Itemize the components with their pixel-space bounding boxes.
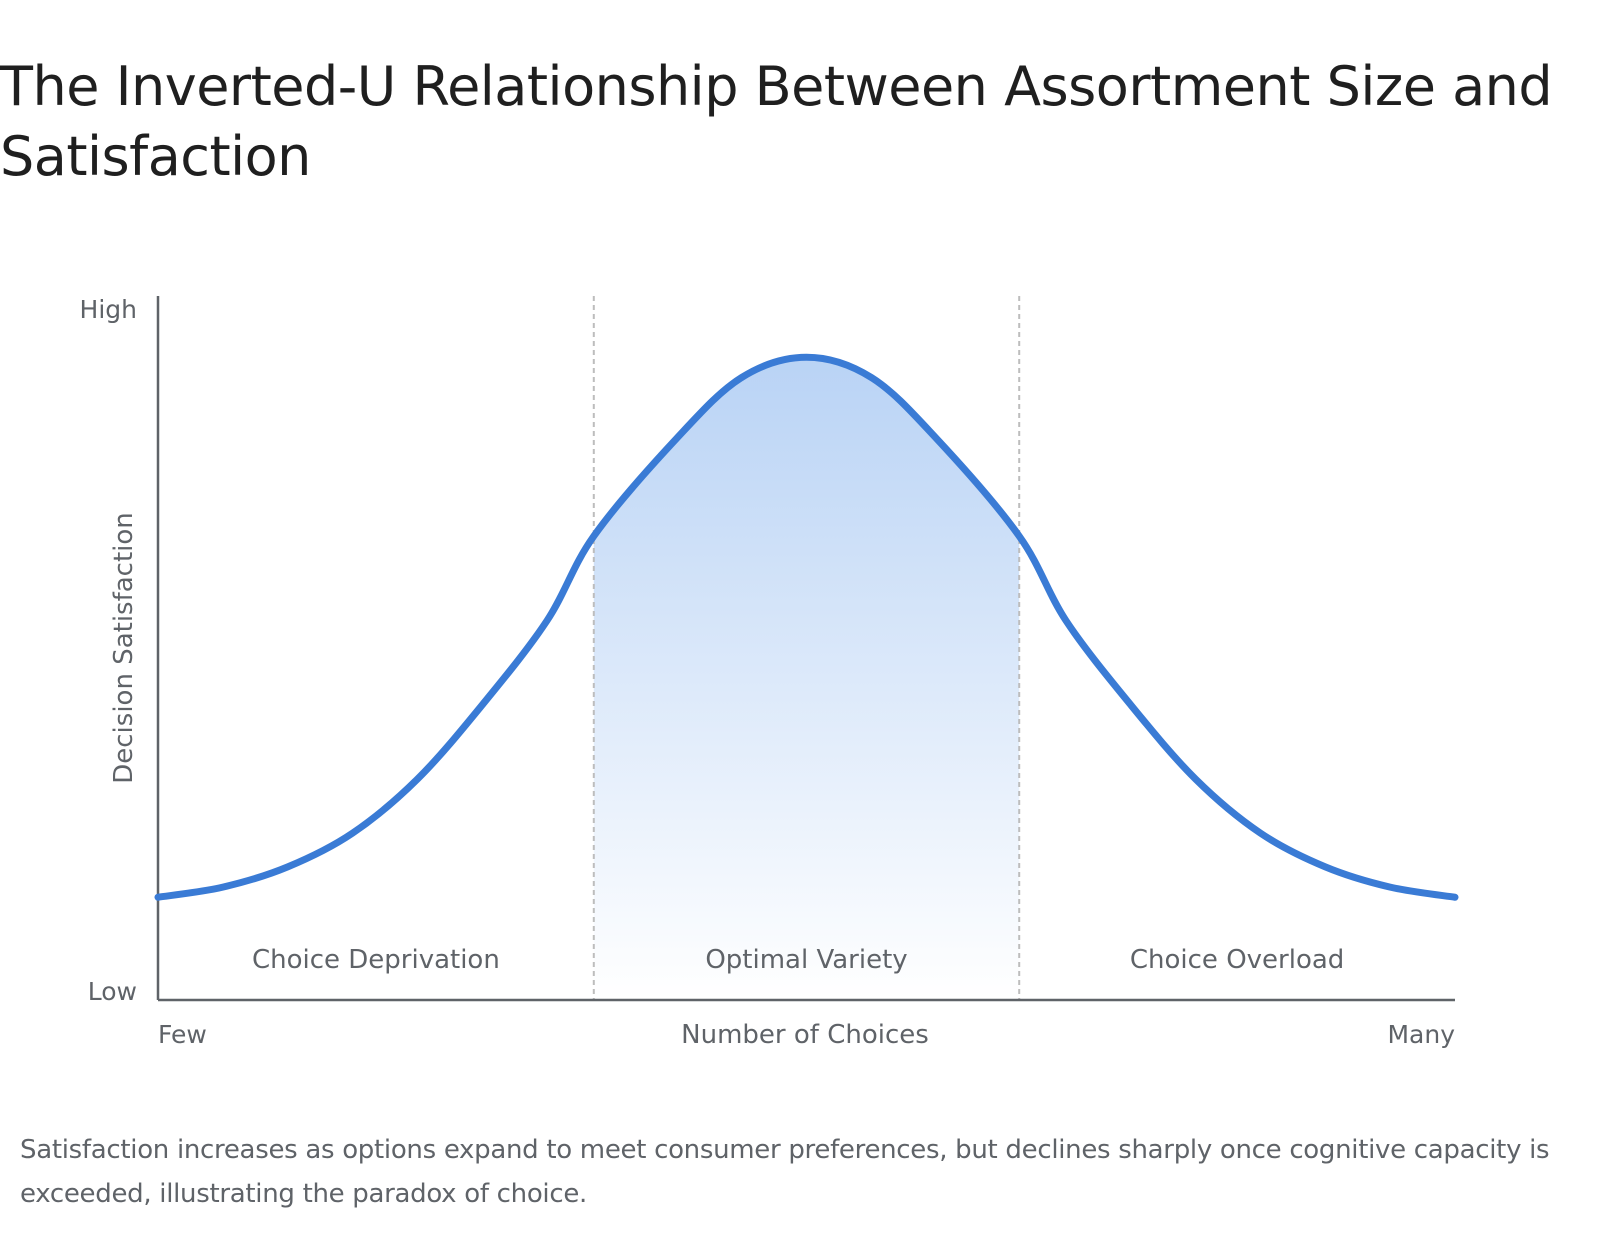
y-tick-label-high: High (80, 295, 137, 324)
region-label-choice-overload: Choice Overload (1130, 945, 1344, 975)
page-title: The Inverted-U Relationship Between Asso… (0, 55, 1553, 188)
y-tick-label-low: Low (88, 977, 137, 1006)
region-label-optimal-variety: Optimal Variety (705, 945, 907, 975)
x-tick-label-many: Many (1387, 1020, 1455, 1049)
optimal-variety-area (593, 357, 1020, 1000)
figure-caption: Satisfaction increases as options expand… (20, 1135, 1550, 1209)
x-tick-label-few: Few (158, 1020, 207, 1049)
region-label-choice-deprivation: Choice Deprivation (252, 945, 500, 975)
x-axis-label: Number of Choices (681, 1020, 929, 1050)
y-axis-label: Decision Satisfaction (109, 512, 139, 784)
chart: High Low Decision Satisfaction Few Many … (80, 295, 1459, 1050)
satisfaction-curve (154, 353, 1459, 901)
